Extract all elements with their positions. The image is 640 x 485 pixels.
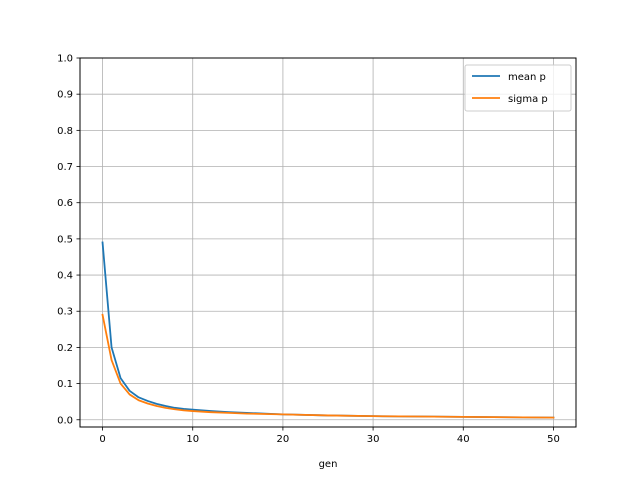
y-tick-label: 0.4 <box>57 271 73 282</box>
x-axis-label: gen <box>319 459 338 470</box>
y-tick-label: 0.3 <box>57 307 73 318</box>
x-tick-label: 30 <box>367 434 380 445</box>
x-tick-label: 40 <box>457 434 470 445</box>
axis-ticks: 0 10 20 30 40 50 0.0 0.1 0.2 0.3 0.4 0.5 0.6 0.7 0.8 0.… <box>57 54 560 446</box>
y-tick-label: 0.1 <box>57 379 73 390</box>
legend-label-sigma-p: sigma p <box>508 94 548 105</box>
y-tick-label: 0.9 <box>57 90 73 101</box>
y-tick-label: 0.8 <box>57 126 73 137</box>
x-tick-label: 20 <box>277 434 290 445</box>
x-tick-label: 10 <box>186 434 199 445</box>
grid <box>80 57 576 427</box>
y-tick-label: 0.6 <box>57 198 73 209</box>
legend: mean p sigma p <box>464 64 572 112</box>
y-tick-label: 0.0 <box>57 415 73 426</box>
y-tick-label: 0.5 <box>57 234 73 245</box>
legend-label-mean-p: mean p <box>508 72 546 83</box>
x-tick-label: 0 <box>99 434 105 445</box>
x-tick-label: 50 <box>547 434 560 445</box>
plot-frame <box>79 57 577 428</box>
series-lines <box>101 241 555 419</box>
y-tick-label: 0.2 <box>57 343 73 354</box>
series-line-sigma-p <box>101 313 555 419</box>
y-tick-label: 1.0 <box>57 54 73 65</box>
y-tick-label: 0.7 <box>57 162 73 173</box>
